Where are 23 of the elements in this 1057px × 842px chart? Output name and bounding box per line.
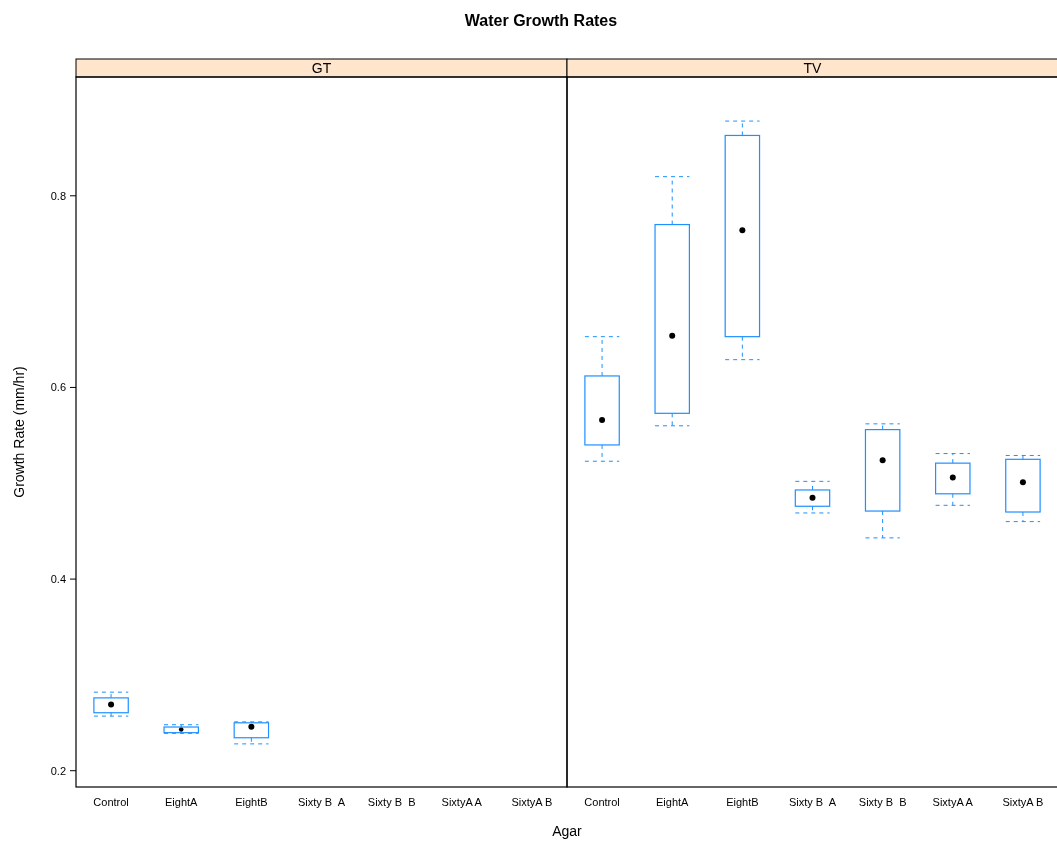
y-axis-title: Growth Rate (mm/hr): [11, 366, 27, 498]
x-tick-label: EightB: [235, 796, 268, 808]
y-tick-label: 0.4: [50, 572, 66, 585]
y-tick-label: 0.8: [50, 189, 66, 202]
x-tick-label: Sixty B A: [788, 796, 837, 808]
x-tick-label: SixtyA A: [441, 796, 483, 808]
x-tick-label: Sixty B B: [367, 796, 416, 808]
x-tick-label: EightB: [726, 796, 759, 808]
y-tick-label: 0.6: [50, 381, 66, 394]
chart-title: TV: [803, 60, 823, 76]
x-tick-label: SixtyA A: [932, 796, 974, 808]
x-tick-label: EightA: [165, 796, 199, 808]
x-tick-label: SixtyA B: [511, 796, 553, 808]
x-tick-label: SixtyA B: [1002, 796, 1044, 808]
chart-title: GT: [311, 60, 332, 76]
text: Water Growth Rates: [464, 12, 618, 29]
y-tick-label: 0.2: [50, 764, 66, 777]
x-tick-label: Control: [93, 796, 129, 808]
x-tick-label: Control: [584, 796, 620, 808]
x-tick-label: Sixty B B: [858, 796, 907, 808]
x-axis-title: Agar: [552, 823, 583, 839]
x-tick-label: EightA: [656, 796, 690, 808]
x-tick-label: Sixty B A: [297, 796, 346, 808]
